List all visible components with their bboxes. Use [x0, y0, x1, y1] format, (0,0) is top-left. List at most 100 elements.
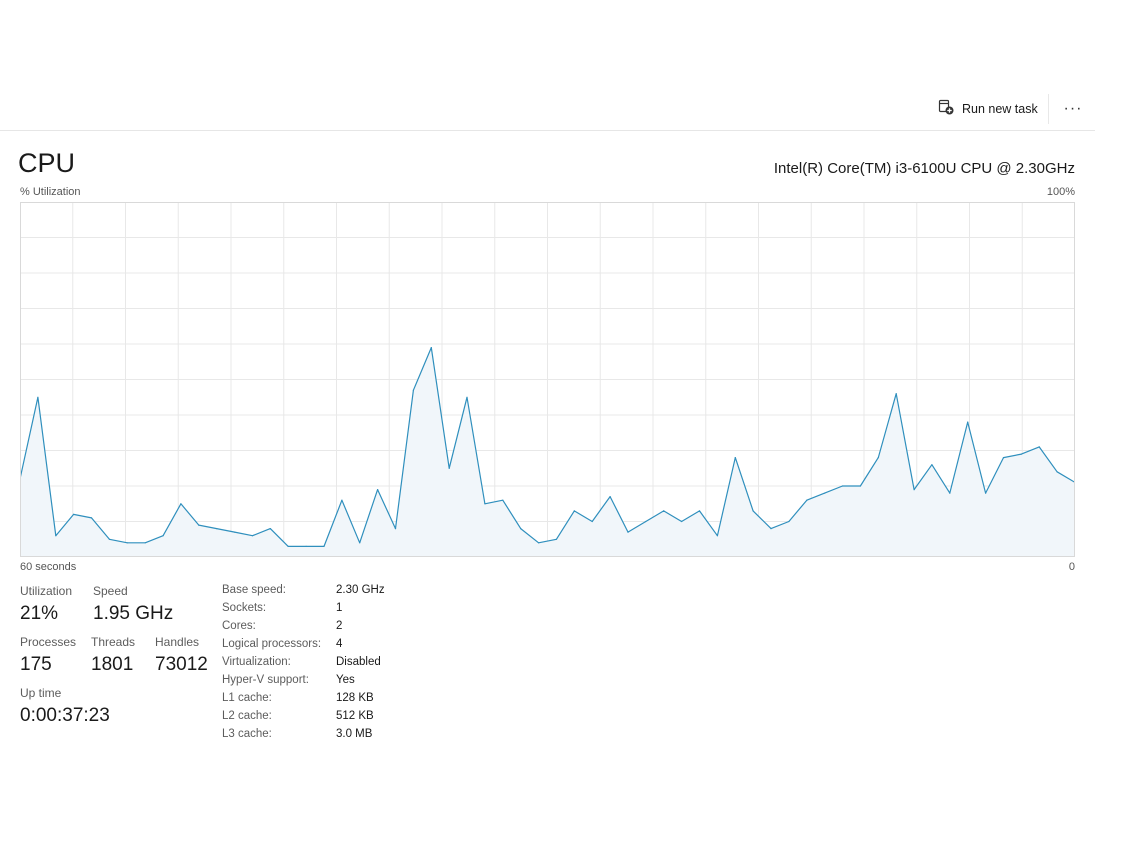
y-max-label: 100%	[1046, 186, 1075, 198]
utilization-point	[895, 393, 897, 395]
utilization-point	[108, 538, 110, 540]
utilization-point	[877, 457, 879, 459]
spec-key: Logical processors:	[222, 638, 322, 650]
utilization-point	[198, 524, 200, 526]
spec-key: L1 cache:	[222, 692, 272, 704]
utilization-point	[788, 520, 790, 523]
spec-key: Hyper-V support:	[222, 674, 309, 686]
utilization-point	[287, 545, 289, 547]
utilization-point	[681, 520, 683, 523]
utilization-point	[985, 492, 987, 494]
utilization-point	[752, 510, 754, 512]
speed-value: 1.95 GHz	[93, 603, 174, 624]
spec-row-hyper-v: Hyper-V support: Yes	[222, 674, 442, 692]
utilization-point	[520, 528, 522, 530]
utilization-point	[931, 464, 933, 466]
more-options-icon: ···	[1063, 100, 1083, 117]
utilization-point	[949, 492, 951, 494]
utilization-point	[484, 503, 486, 505]
x-left-label: 60 seconds	[20, 561, 77, 573]
utilization-point	[859, 485, 862, 487]
utilization-point	[73, 513, 75, 515]
uptime-label: Up time	[20, 686, 62, 700]
spec-row-virtualization: Virtualization: Disabled	[222, 656, 442, 674]
utilization-label: Utilization	[20, 584, 73, 598]
utilization-point	[448, 467, 450, 469]
spec-key: Cores:	[222, 620, 256, 632]
spec-value: 2	[336, 620, 343, 632]
spec-value: Yes	[336, 674, 355, 686]
utilization-point	[216, 528, 218, 530]
spec-value: 3.0 MB	[336, 728, 373, 740]
spec-value: 4	[336, 638, 343, 650]
utilization-point	[430, 347, 432, 349]
utilization-point	[394, 528, 397, 530]
run-task-icon	[938, 99, 954, 120]
spec-value: 2.30 GHz	[336, 584, 385, 596]
cpu-utilization-chart	[20, 202, 1075, 557]
utilization-point	[609, 496, 611, 498]
utilization-points	[20, 347, 1075, 547]
more-options-button[interactable]: ···	[1058, 96, 1088, 122]
utilization-point	[1056, 471, 1058, 473]
uptime-value: 0:00:37:23	[20, 705, 110, 726]
spec-row-logical-processors: Logical processors: 4	[222, 638, 442, 656]
utilization-point	[555, 538, 558, 540]
utilization-point	[806, 499, 808, 501]
spec-row-sockets: Sockets: 1	[222, 602, 442, 620]
threads-value: 1801	[91, 654, 134, 675]
spec-key: L2 cache:	[222, 710, 272, 722]
page-title: CPU	[18, 148, 76, 178]
utilization-point	[716, 535, 719, 537]
cpu-model-name: Intel(R) Core(TM) i3-6100U CPU @ 2.30GHz	[773, 160, 1075, 177]
utilization-point	[162, 535, 164, 537]
utilization-point	[698, 510, 701, 512]
spec-row-base-speed: Base speed: 2.30 GHz	[222, 584, 442, 602]
utilization-point	[305, 545, 307, 547]
utilization-line	[20, 347, 1075, 547]
utilization-point	[90, 517, 93, 519]
utilization-point	[824, 492, 826, 494]
spec-value: 512 KB	[336, 710, 374, 722]
speed-label: Speed	[93, 584, 128, 598]
utilization-point	[412, 389, 414, 391]
utilization-point	[573, 510, 575, 512]
threads-label: Threads	[91, 635, 136, 649]
handles-label: Handles	[155, 635, 200, 649]
utilization-point	[37, 396, 39, 398]
utilization-point	[502, 499, 504, 501]
run-new-task-label: Run new task	[962, 102, 1038, 116]
utilization-point	[341, 499, 343, 501]
utilization-point	[55, 535, 57, 537]
utilization-point	[126, 542, 128, 544]
utilization-point	[1020, 453, 1023, 455]
utilization-point	[591, 520, 593, 523]
utilization-area	[20, 347, 1075, 557]
run-new-task-button[interactable]: Run new task	[932, 96, 1044, 122]
utilization-point	[770, 528, 772, 530]
spec-row-l3-cache: L3 cache: 3.0 MB	[222, 728, 442, 746]
utilization-point	[645, 520, 647, 523]
utilization-point	[466, 396, 468, 398]
utilization-point	[841, 485, 844, 487]
processes-value: 175	[20, 654, 52, 675]
spec-row-l2-cache: L2 cache: 512 KB	[222, 710, 442, 728]
utilization-point	[538, 542, 540, 544]
utilization-point	[269, 528, 271, 530]
utilization-point	[359, 542, 361, 544]
x-right-label: 0	[1068, 561, 1075, 573]
toolbar: Run new task ···	[0, 88, 1095, 131]
spec-row-cores: Cores: 2	[222, 620, 442, 638]
utilization-point	[1038, 446, 1040, 448]
utilization-point	[323, 545, 325, 547]
utilization-point	[734, 457, 736, 459]
utilization-point	[377, 489, 379, 491]
utilization-point	[180, 503, 182, 505]
spec-row-l1-cache: L1 cache: 128 KB	[222, 692, 442, 710]
utilization-point	[627, 531, 629, 533]
utilization-point	[144, 542, 146, 544]
utilization-point	[234, 531, 236, 533]
spec-value: Disabled	[336, 656, 381, 668]
utilization-point	[967, 421, 969, 423]
utilization-point	[1002, 457, 1005, 459]
